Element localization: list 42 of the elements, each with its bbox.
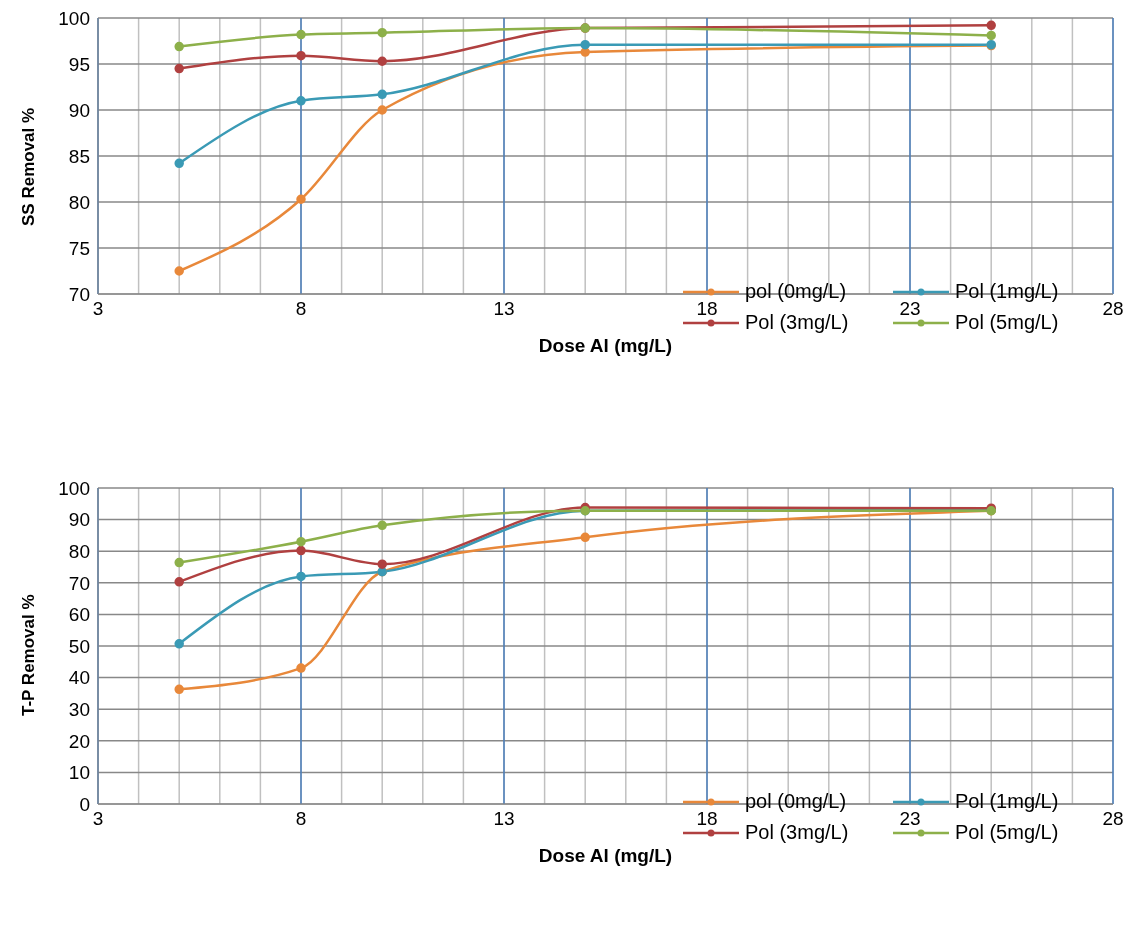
y-tick-label: 100 <box>58 7 90 29</box>
x-tick-label: 18 <box>696 808 718 830</box>
legend-label: Pol (5mg/L) <box>955 311 1059 334</box>
y-tick-label: 60 <box>68 604 90 626</box>
legend-label: pol (0mg/L) <box>745 280 847 303</box>
x-tick-label: 23 <box>899 298 921 320</box>
x-tick-label: 28 <box>1102 808 1124 830</box>
x-axis-title: Dose Al (mg/L) <box>538 335 673 356</box>
legend-label: Pol (3mg/L) <box>745 821 849 844</box>
x-tick-label: 13 <box>493 808 515 830</box>
x-tick-label: 8 <box>295 298 307 320</box>
y-tick-label: 90 <box>68 99 90 121</box>
y-tick-label: 40 <box>68 667 90 689</box>
y-tick-label: 70 <box>68 283 90 305</box>
legend-label: Pol (1mg/L) <box>955 280 1059 303</box>
x-tick-label: 28 <box>1102 298 1124 320</box>
y-tick-label: 100 <box>58 477 90 499</box>
x-tick-label: 3 <box>92 298 104 320</box>
x-tick-label: 23 <box>899 808 921 830</box>
y-tick-label: 30 <box>68 698 90 720</box>
y-tick-label: 90 <box>68 509 90 531</box>
legend-label: Pol (1mg/L) <box>955 790 1059 813</box>
y-tick-label: 80 <box>68 540 90 562</box>
legend-label: Pol (5mg/L) <box>955 821 1059 844</box>
y-tick-label: 10 <box>68 762 90 784</box>
y-tick-label: 75 <box>68 237 90 259</box>
y-tick-label: 50 <box>68 635 90 657</box>
x-tick-label: 8 <box>295 808 307 830</box>
y-tick-label: 70 <box>68 572 90 594</box>
y-tick-label: 95 <box>68 53 90 75</box>
y-tick-label: 80 <box>68 191 90 213</box>
y-axis-title: T-P Removal % <box>19 594 39 716</box>
x-tick-label: 18 <box>696 298 718 320</box>
x-tick-label: 3 <box>92 808 104 830</box>
x-tick-label: 13 <box>493 298 515 320</box>
y-tick-label: 0 <box>79 793 90 815</box>
y-axis-title: SS Removal % <box>19 107 39 226</box>
legend-label: pol (0mg/L) <box>745 790 847 813</box>
y-tick-label: 20 <box>68 730 90 752</box>
legend-label: Pol (3mg/L) <box>745 311 849 334</box>
x-axis-title: Dose Al (mg/L) <box>538 845 673 866</box>
y-tick-label: 85 <box>68 145 90 167</box>
